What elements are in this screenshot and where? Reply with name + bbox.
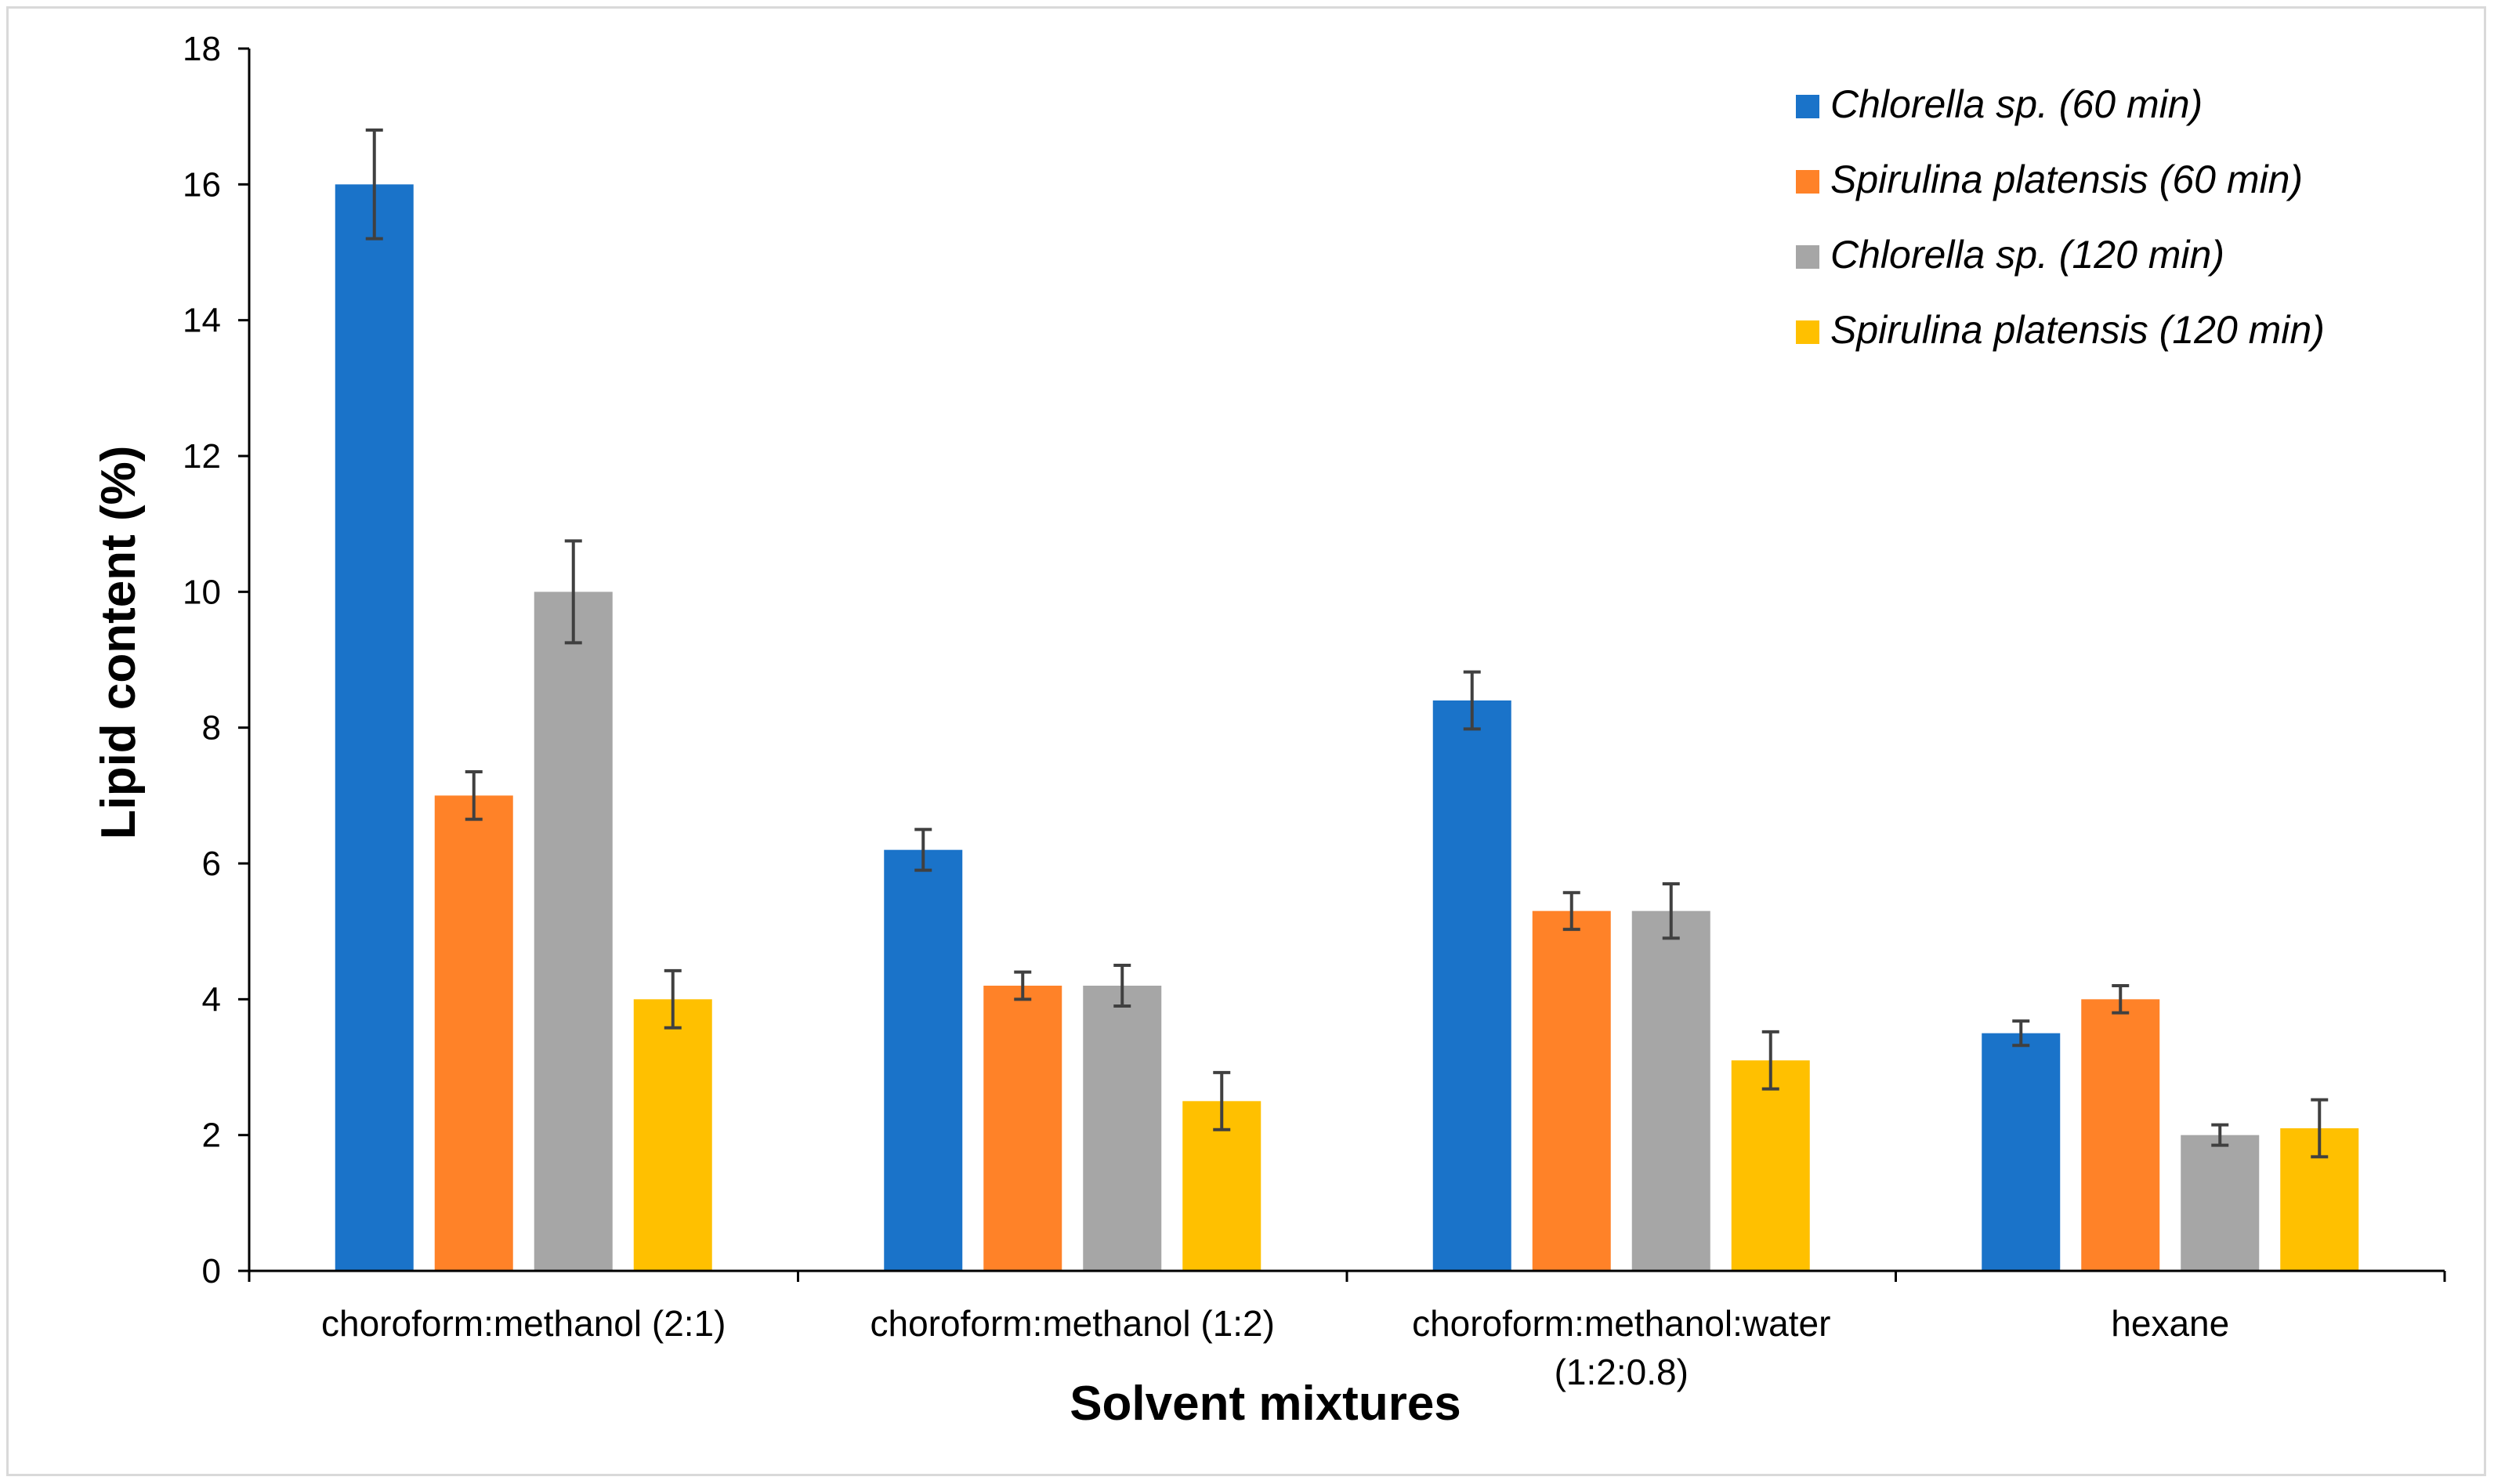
y-tick-label: 16	[183, 165, 221, 204]
bar-series-1-category-1	[335, 184, 414, 1271]
error-bars-layer	[365, 128, 2329, 1159]
legend: Chlorella sp. (60 min) Spirulina platensi…	[1796, 82, 2325, 352]
x-category-label: choroform:methanol:water	[1412, 1303, 1830, 1344]
axes-layer: 0 2 4 6 8 10 12 14 16 18 choroform:methanol (2:1) c…	[183, 30, 2446, 1392]
y-axis-title: Lipid content (%)	[92, 446, 146, 840]
bar-series-4-category-1	[633, 999, 712, 1271]
legend-label-3: Chlorella sp. (120 min)	[1830, 233, 2224, 277]
x-category-label: choroform:methanol (1:2)	[871, 1303, 1275, 1344]
bar-series-1-category-4	[1982, 1033, 2061, 1271]
y-tick-label: 8	[202, 709, 221, 747]
bar-series-3-category-3	[1631, 910, 1710, 1271]
legend-swatch-2	[1796, 170, 1819, 194]
bar-series-1-category-2	[884, 849, 963, 1271]
y-tick-label: 10	[183, 573, 221, 611]
y-tick-label: 4	[202, 980, 221, 1019]
x-category-label: choroform:methanol (2:1)	[321, 1303, 726, 1344]
bar-series-3-category-2	[1083, 986, 1162, 1271]
bars-layer	[335, 184, 2359, 1271]
bar-series-4-category-3	[1731, 1060, 1810, 1271]
legend-label-4: Spirulina platensis (120 min)	[1830, 308, 2325, 352]
y-tick-label: 12	[183, 437, 221, 476]
bar-series-2-category-2	[983, 986, 1062, 1271]
bar-series-3-category-1	[534, 592, 613, 1271]
bar-series-2-category-3	[1532, 910, 1611, 1271]
bar-series-1-category-3	[1432, 700, 1511, 1271]
bar-series-2-category-4	[2081, 999, 2160, 1271]
bar-series-2-category-1	[434, 795, 513, 1271]
x-axis-title: Solvent mixtures	[1070, 1377, 1461, 1431]
legend-label-2: Spirulina platensis (60 min)	[1830, 157, 2303, 201]
bar-series-3-category-4	[2181, 1135, 2260, 1271]
x-category-label: hexane	[2111, 1303, 2229, 1344]
legend-swatch-3	[1796, 245, 1819, 269]
y-tick-label: 14	[183, 302, 221, 340]
y-tick-label: 2	[202, 1117, 221, 1155]
y-tick-label: 0	[202, 1252, 221, 1290]
legend-swatch-1	[1796, 95, 1819, 118]
y-tick-label: 6	[202, 845, 221, 883]
x-category-label: (1:2:0.8)	[1555, 1352, 1689, 1392]
y-tick-label: 18	[183, 30, 221, 68]
legend-swatch-4	[1796, 320, 1819, 344]
legend-label-1: Chlorella sp. (60 min)	[1830, 82, 2203, 126]
